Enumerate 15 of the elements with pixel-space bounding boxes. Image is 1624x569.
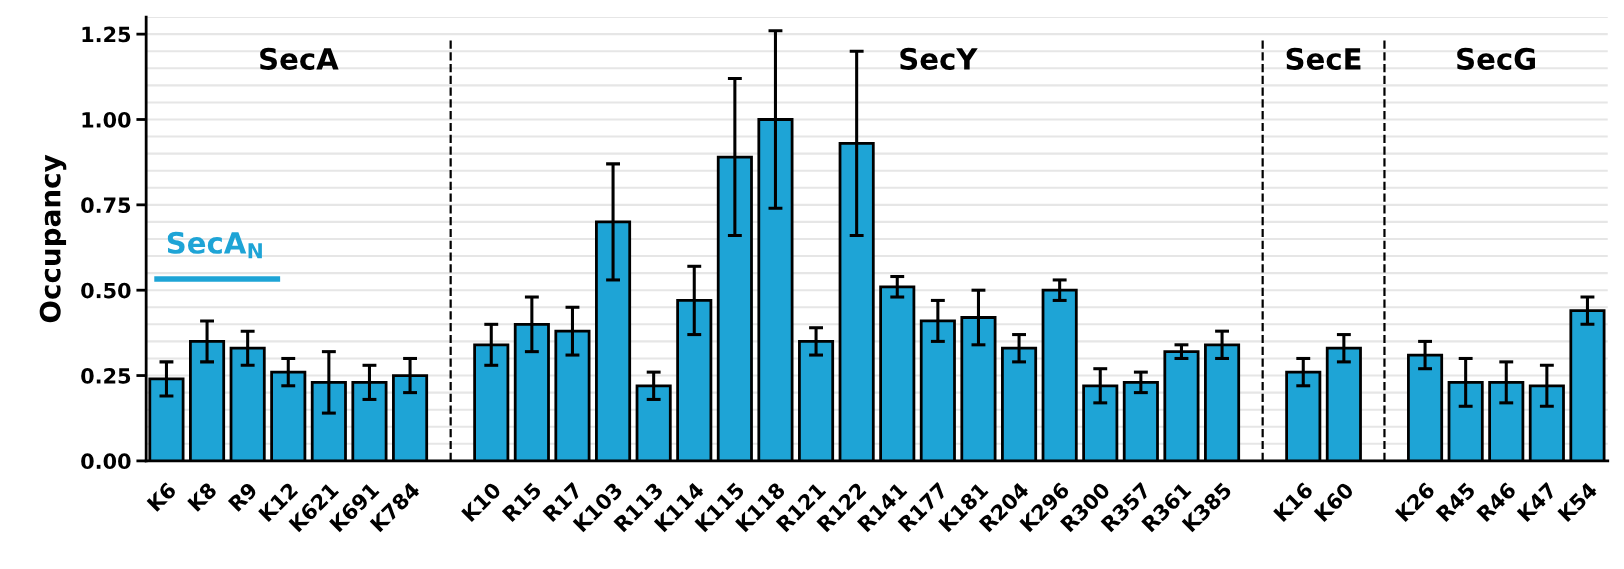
y-tick-label: 1.25	[82, 26, 131, 43]
annotation: SecE	[1286, 47, 1361, 70]
annotation: SecG	[1457, 47, 1535, 70]
annotation: SecY	[900, 47, 978, 70]
y-tick-label: 0.25	[81, 367, 131, 384]
y-tick-label: 0.50	[81, 282, 131, 299]
x-tick-label: K8	[187, 481, 218, 513]
y-axis-title: Occupancy	[39, 154, 67, 323]
y-tick-label: 0.00	[81, 453, 131, 470]
y-tick-label: 1.00	[82, 111, 131, 128]
y-tick-label: 0.75	[81, 197, 131, 214]
annotation: SecA	[260, 47, 339, 70]
x-tick-label: K6	[146, 481, 178, 513]
x-tick-label: R9	[227, 481, 259, 512]
annotation: SecA$_{N}$	[167, 231, 262, 259]
